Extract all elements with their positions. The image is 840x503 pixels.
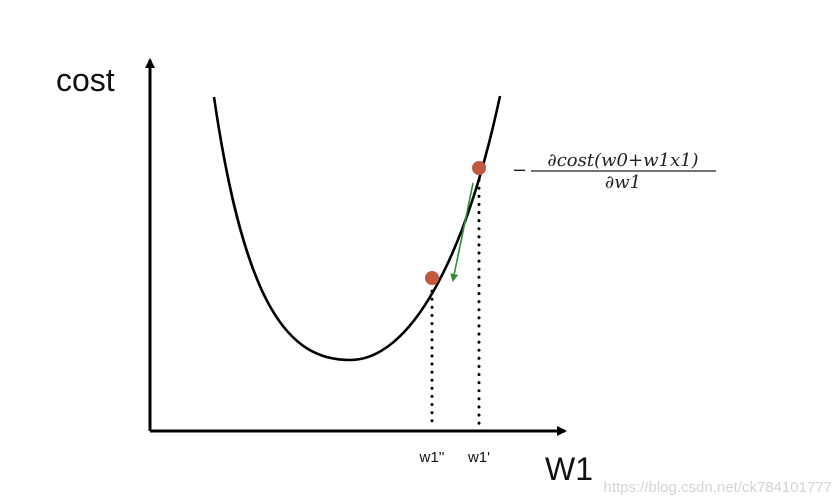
w1-new-tick-label: w1'' bbox=[419, 449, 445, 466]
gradient-formula: − ∂cost(w0+w1x1) ∂w1 bbox=[512, 150, 716, 193]
gradient-step-arrow bbox=[450, 182, 474, 282]
watermark: https://blog.csdn.net/ck784101777 bbox=[603, 479, 832, 496]
formula-numerator: ∂cost(w0+w1x1) bbox=[547, 150, 698, 171]
w1-old-tick-label: w1' bbox=[467, 449, 490, 466]
cost-curve bbox=[212, 95, 502, 362]
y-axis-label: cost bbox=[56, 62, 115, 98]
x-axis-label: W1 bbox=[545, 451, 593, 487]
w1-old-point bbox=[472, 161, 486, 175]
formula-minus-sign: − bbox=[512, 160, 527, 181]
formula-denominator: ∂w1 bbox=[605, 172, 641, 193]
w1-new-point bbox=[425, 271, 439, 285]
